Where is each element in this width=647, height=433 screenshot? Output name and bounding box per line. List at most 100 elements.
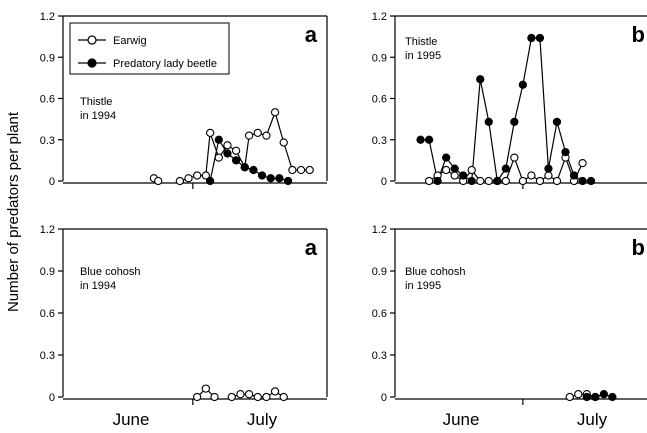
- legend: Earwig Predatory lady beetle: [69, 22, 230, 75]
- y-tick-label: 0.9: [372, 52, 387, 64]
- panel-blue-cohosh-1995: 0 0.3 0.6 0.9 1.2 b Blue cohosh in 1995: [372, 224, 647, 405]
- data-point-lady_beetle: [257, 171, 267, 180]
- data-point-lady_beetle: [493, 176, 502, 186]
- data-point-earwig: [527, 171, 536, 180]
- y-tick-label: 0: [381, 392, 387, 404]
- series-line-lady_beetle: [209, 138, 289, 182]
- y-tick-label: 0.6: [372, 308, 387, 320]
- data-point-lady_beetle: [416, 135, 425, 144]
- data-point-earwig: [476, 176, 485, 186]
- data-point-lady_beetle: [275, 174, 284, 183]
- data-point-lady_beetle: [484, 117, 493, 127]
- data-point-lady_beetle: [501, 164, 510, 173]
- panel-blue-cohosh-1994: 0 0.3 0.6 0.9 1.2 a Blue cohosh in 1994: [40, 224, 328, 405]
- panel-note-line2: in 1994: [80, 280, 116, 292]
- panel-note-line1: Thistle: [405, 36, 437, 48]
- data-point-earwig: [244, 390, 254, 399]
- data-point-lady_beetle: [424, 135, 434, 144]
- data-point-earwig: [262, 131, 271, 140]
- data-point-earwig: [210, 392, 219, 402]
- data-point-earwig: [223, 141, 232, 150]
- panel-note-line2: in 1994: [80, 110, 116, 122]
- panel-letter: a: [305, 235, 318, 260]
- y-tick-label: 0.9: [40, 266, 55, 278]
- month-label-july-left: July: [247, 410, 278, 429]
- panel-note-line1: Blue cohosh: [80, 266, 141, 278]
- data-point-lady_beetle: [205, 176, 215, 186]
- data-point-earwig: [484, 176, 493, 186]
- legend-lady-beetle-marker: [87, 58, 97, 68]
- data-point-lady_beetle: [510, 117, 519, 127]
- data-point-lady_beetle: [459, 171, 468, 180]
- month-label-july-right: July: [577, 410, 608, 429]
- data-point-earwig: [574, 390, 583, 399]
- y-tick-label: 0.3: [372, 135, 387, 147]
- y-axis-label: Number of predators per plant: [5, 111, 22, 312]
- y-tick-label: 0.3: [40, 135, 55, 147]
- y-tick-label: 0: [49, 392, 55, 404]
- data-point-lady_beetle: [231, 156, 241, 165]
- data-point-earwig: [154, 176, 163, 186]
- data-point-lady_beetle: [223, 149, 232, 158]
- panel-letter: b: [632, 235, 645, 260]
- month-label-june-right: June: [443, 410, 480, 429]
- data-point-lady_beetle: [586, 176, 596, 186]
- data-point-earwig: [424, 176, 434, 186]
- data-point-lady_beetle: [214, 135, 223, 144]
- data-point-lady_beetle: [561, 147, 570, 157]
- legend-lady-beetle-label: Predatory lady beetle: [113, 58, 217, 70]
- data-point-lady_beetle: [569, 171, 579, 180]
- data-point-lady_beetle: [283, 176, 293, 186]
- data-point-lady_beetle: [578, 176, 587, 186]
- series-line-lady_beetle: [586, 393, 613, 398]
- data-point-lady_beetle: [518, 80, 528, 89]
- data-point-earwig: [510, 153, 519, 162]
- data-point-earwig: [544, 171, 553, 180]
- data-point-earwig: [441, 165, 451, 175]
- y-tick-label: 1.2: [372, 224, 387, 236]
- data-point-earwig: [193, 171, 202, 180]
- data-point-lady_beetle: [527, 33, 536, 43]
- data-point-earwig: [305, 165, 314, 175]
- y-tick-label: 0: [49, 176, 55, 188]
- data-point-earwig: [467, 165, 476, 175]
- data-point-earwig: [450, 171, 459, 180]
- y-tick-label: 0: [381, 176, 387, 188]
- data-point-lady_beetle: [535, 33, 545, 43]
- data-point-lady_beetle: [591, 392, 600, 402]
- data-point-earwig: [279, 392, 288, 402]
- data-point-earwig: [535, 176, 545, 186]
- panel-thistle-1995: 0 0.3 0.6 0.9 1.2 b Thistle in 1995: [372, 11, 647, 189]
- data-point-earwig: [270, 108, 280, 117]
- data-point-earwig: [184, 174, 193, 183]
- data-point-earwig: [201, 171, 210, 180]
- data-point-lady_beetle: [441, 153, 451, 162]
- y-tick-label: 1.2: [40, 11, 55, 23]
- data-point-earwig: [253, 128, 262, 138]
- data-point-earwig: [227, 392, 236, 402]
- data-point-earwig: [244, 131, 254, 140]
- data-point-earwig: [501, 176, 510, 186]
- data-point-earwig: [205, 128, 215, 138]
- panel-note-line1: Blue cohosh: [405, 266, 466, 278]
- y-tick-label: 1.2: [372, 11, 387, 23]
- y-tick-label: 0.6: [372, 94, 387, 106]
- data-point-earwig: [296, 165, 306, 175]
- data-point-earwig: [552, 176, 562, 186]
- legend-box: [69, 22, 230, 75]
- data-point-earwig: [231, 146, 241, 155]
- data-point-lady_beetle: [608, 392, 617, 402]
- y-tick-label: 0.3: [40, 350, 55, 362]
- data-point-earwig: [279, 138, 288, 147]
- data-point-earwig: [518, 176, 528, 186]
- month-label-june-left: June: [113, 410, 150, 429]
- data-point-earwig: [236, 390, 245, 399]
- data-point-earwig: [262, 392, 271, 402]
- y-tick-label: 0.6: [40, 94, 55, 106]
- data-point-lady_beetle: [249, 165, 258, 175]
- series-line-earwig: [569, 393, 596, 398]
- data-point-lady_beetle: [552, 117, 562, 127]
- data-point-earwig: [270, 387, 280, 396]
- legend-earwig-marker: [87, 35, 97, 45]
